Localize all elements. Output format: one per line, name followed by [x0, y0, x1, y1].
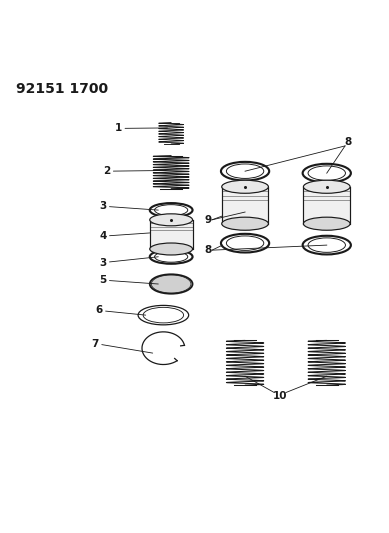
Text: 5: 5 — [100, 275, 158, 285]
Ellipse shape — [150, 214, 193, 226]
Text: 10: 10 — [273, 391, 287, 401]
Text: 4: 4 — [100, 231, 150, 241]
Ellipse shape — [222, 217, 268, 230]
Text: 1: 1 — [115, 124, 167, 133]
Polygon shape — [222, 187, 268, 224]
Text: 2: 2 — [103, 166, 162, 176]
Text: 6: 6 — [96, 305, 145, 316]
Ellipse shape — [222, 180, 268, 193]
Text: 8: 8 — [205, 245, 212, 255]
Text: 3: 3 — [100, 257, 158, 268]
Polygon shape — [303, 187, 350, 224]
Text: 8: 8 — [345, 137, 352, 147]
Ellipse shape — [150, 243, 193, 255]
Text: 3: 3 — [100, 201, 158, 211]
Text: 9: 9 — [205, 215, 212, 225]
Ellipse shape — [150, 274, 193, 294]
Text: 92151 1700: 92151 1700 — [16, 82, 108, 96]
Ellipse shape — [303, 217, 350, 230]
Ellipse shape — [303, 180, 350, 193]
Text: 7: 7 — [92, 338, 152, 353]
Polygon shape — [150, 220, 193, 249]
